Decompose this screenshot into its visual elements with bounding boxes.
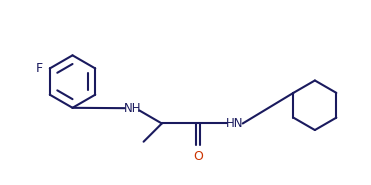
Text: F: F — [36, 62, 43, 75]
Text: HN: HN — [226, 117, 243, 130]
Text: NH: NH — [124, 102, 141, 115]
Text: O: O — [193, 150, 203, 163]
